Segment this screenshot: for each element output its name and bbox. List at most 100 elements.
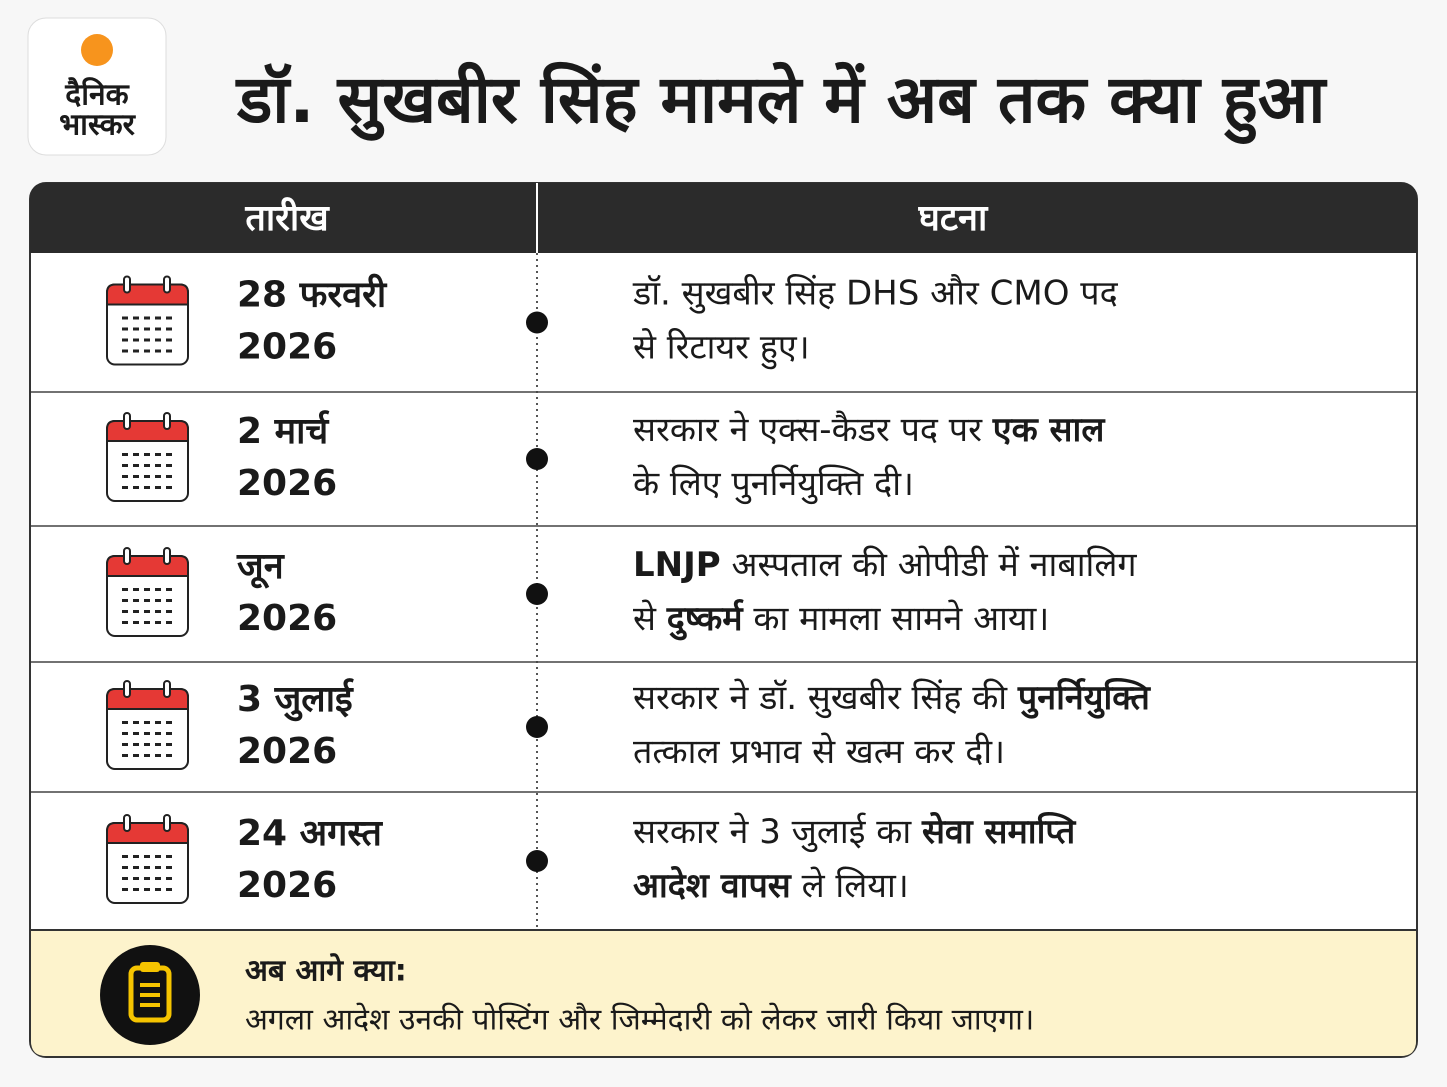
calendar-dot — [166, 464, 172, 467]
calendar-dot — [144, 866, 150, 869]
calendar-dot — [144, 327, 150, 331]
calendar-dot — [166, 599, 172, 602]
calendar-dot — [144, 888, 150, 891]
calendar-dot — [155, 610, 161, 613]
calendar-dot — [144, 610, 150, 613]
timeline-dot — [526, 311, 548, 334]
calendar-dot — [122, 855, 128, 858]
event-segment: सरकार ने डॉ. सुखबीर सिंह की — [633, 678, 1018, 719]
calendar-dot — [133, 610, 139, 613]
calendar-ring — [163, 412, 171, 430]
calendar-dot — [166, 486, 172, 489]
calendar-dot — [122, 732, 128, 735]
calendar-dot — [133, 743, 139, 746]
calendar-dot — [133, 316, 139, 320]
calendar-dot — [122, 610, 128, 613]
calendar-dot — [144, 349, 150, 353]
calendar-dot — [144, 855, 150, 858]
calendar-dot — [166, 349, 172, 353]
calendar-dot — [122, 877, 128, 880]
calendar-top — [106, 688, 189, 710]
calendar-top — [106, 555, 189, 577]
calendar-dot — [144, 732, 150, 735]
event-segment: तत्काल प्रभाव से खत्म कर दी। — [633, 732, 1005, 772]
calendar-dot — [166, 721, 172, 724]
calendar-dot — [122, 338, 128, 342]
calendar-dot — [144, 316, 150, 320]
calendar-dot — [166, 855, 172, 858]
calendar-dot — [155, 732, 161, 735]
calendar-dot — [122, 721, 128, 724]
calendar-dot — [122, 754, 128, 757]
logo-sun — [81, 34, 113, 66]
calendar-dot — [122, 588, 128, 591]
date: 24 अगस्त — [237, 813, 383, 854]
calendar-dot — [144, 486, 150, 489]
calendar-dot — [166, 316, 172, 320]
calendar-dot — [166, 621, 172, 624]
calendar-dot — [133, 754, 139, 757]
logo-text: भास्कर — [59, 108, 137, 143]
timeline-dot — [526, 448, 548, 470]
year: 2026 — [237, 327, 337, 368]
calendar-dot — [133, 453, 139, 456]
calendar-dot — [122, 475, 128, 478]
year: 2026 — [237, 598, 337, 639]
calendar-dot — [133, 855, 139, 858]
calendar-dot — [166, 338, 172, 342]
calendar-dot — [122, 599, 128, 602]
calendar-dot — [133, 338, 139, 342]
event-text: से रिटायर हुए। — [633, 327, 810, 369]
calendar-dot — [133, 877, 139, 880]
calendar-top — [106, 420, 189, 442]
event-text: तत्काल प्रभाव से खत्म कर दी। — [633, 732, 1005, 772]
event-text: सरकार ने 3 जुलाई का सेवा समाप्ति — [633, 811, 1077, 853]
event-segment: के लिए पुनर्नियुक्ति दी। — [633, 464, 914, 505]
event-segment: डॉ. सुखबीर सिंह DHS और CMO पद — [632, 273, 1119, 314]
event-segment: अस्पताल की ओपीडी में नाबालिग — [721, 545, 1138, 585]
calendar-dot — [166, 877, 172, 880]
event-text: डॉ. सुखबीर सिंह DHS और CMO पद — [632, 273, 1119, 314]
event-segment: ले लिया। — [791, 866, 909, 906]
clipboard-clip — [140, 962, 160, 972]
event-segment: सरकार ने एक्स-कैडर पद पर — [633, 410, 993, 450]
calendar-dot — [144, 453, 150, 456]
calendar-dot — [155, 316, 161, 320]
calendar-dot — [166, 327, 172, 331]
footer-box — [31, 930, 1416, 1056]
calendar-ring — [123, 412, 131, 430]
calendar-dot — [122, 349, 128, 353]
calendar-ring — [123, 814, 131, 832]
calendar-dot — [133, 721, 139, 724]
calendar-dot — [155, 327, 161, 331]
calendar-dot — [166, 754, 172, 757]
event-segment: से रिटायर हुए। — [633, 327, 810, 369]
calendar-dot — [155, 855, 161, 858]
calendar-dot — [144, 754, 150, 757]
calendar-dot — [166, 888, 172, 891]
calendar-top — [106, 283, 189, 306]
calendar-dot — [155, 599, 161, 602]
calendar-dot — [133, 732, 139, 735]
date: जून — [236, 546, 286, 589]
calendar-dot — [133, 866, 139, 869]
calendar-dot — [133, 486, 139, 489]
calendar-dot — [166, 475, 172, 478]
calendar-dot — [155, 349, 161, 353]
timeline-dot — [526, 583, 548, 605]
calendar-dot — [155, 721, 161, 724]
calendar-dot — [133, 327, 139, 331]
event-segment: सरकार ने 3 जुलाई का — [633, 812, 922, 853]
calendar-ring — [123, 680, 131, 698]
calendar-dot — [155, 888, 161, 891]
calendar-dot — [144, 588, 150, 591]
calendar-dot — [144, 338, 150, 342]
date: 28 फरवरी — [237, 274, 388, 316]
event-text: सरकार ने एक्स-कैडर पद पर एक साल — [633, 410, 1106, 450]
calendar-dot — [166, 453, 172, 456]
calendar-dot — [133, 588, 139, 591]
calendar-dot — [155, 621, 161, 624]
timeline-dot — [526, 716, 548, 738]
calendar-dot — [122, 743, 128, 746]
